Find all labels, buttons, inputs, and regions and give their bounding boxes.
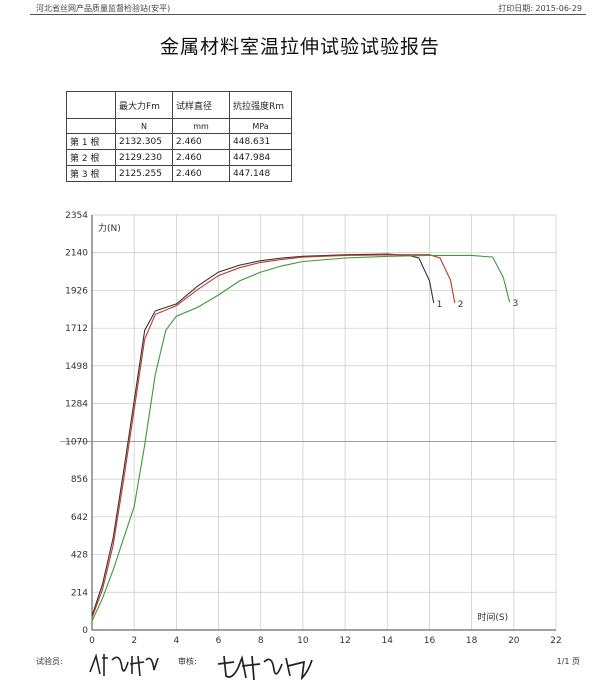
y-tick-label: 1498 — [65, 362, 88, 372]
y-tick-label: 856 — [71, 475, 88, 485]
print-date: 打印日期: 2015-06-29 — [498, 4, 582, 13]
reviewer-label: 审核: — [178, 657, 197, 666]
x-tick-label: 16 — [424, 636, 436, 646]
x-tick-label: 2 — [131, 636, 137, 646]
chart-labels: 0 2 4 6 8 10 12 14 16 18 20 22021442864285610701284… — [65, 211, 562, 646]
x-tick-label: 8 — [258, 636, 264, 646]
series-line — [91, 254, 456, 618]
table-cell: 2.460 — [172, 165, 230, 182]
table-header-cell — [66, 91, 116, 119]
report-title: 金属材料室温拉伸试验试验报告 — [159, 36, 440, 58]
series-end-label: 3 — [513, 299, 519, 309]
y-tick-label: 1284 — [65, 400, 88, 410]
y-tick-label: 0 — [82, 626, 88, 636]
y-tick-label: 1926 — [65, 286, 88, 296]
y-axis-label: 力(N) — [98, 222, 121, 234]
y-tick-label: 2354 — [65, 211, 88, 221]
table-header-cell: 最大力Fm — [115, 91, 173, 119]
y-tick-label: 428 — [71, 551, 88, 561]
x-tick-label: 0 — [89, 636, 95, 646]
table-header-cell: 抗拉强度Rm — [229, 91, 292, 119]
page-number: 1/1 页 — [556, 657, 580, 666]
chart-grid — [60, 214, 557, 631]
results-table: 最大力Fm 试样直径 抗拉强度Rm N mm MPa 第 1 根 2132.30… — [66, 91, 292, 182]
y-tick-label: 2140 — [65, 249, 88, 259]
table-row: 第 3 根 2125.255 2.460 447.148 — [66, 165, 292, 182]
x-tick-label: 4 — [173, 636, 179, 646]
x-tick-label: 14 — [382, 636, 394, 646]
header-rule — [30, 14, 586, 15]
x-tick-label: 20 — [508, 636, 520, 646]
series-end-label: 2 — [458, 300, 464, 310]
x-tick-label: 10 — [297, 636, 309, 646]
y-tick-label: 642 — [71, 513, 88, 523]
x-tick-label: 6 — [216, 636, 222, 646]
reviewer-signature — [217, 655, 313, 681]
y-tick-label: 214 — [71, 588, 88, 598]
x-tick-label: 22 — [550, 636, 561, 646]
y-tick-label: 1712 — [65, 324, 88, 334]
tester-signature — [89, 653, 159, 677]
series-line — [91, 254, 511, 622]
table-cell: 447.148 — [229, 165, 292, 182]
tester-label: 试验员: — [36, 657, 63, 666]
x-tick-label: 18 — [466, 636, 478, 646]
table-row: 第 2 根 2129.230 2.460 447.984 — [66, 149, 292, 166]
y-tick-label: 1070 — [65, 437, 88, 447]
chart-series — [91, 253, 511, 622]
institution-header: 河北省丝网产品质量监督检验站(安平) — [36, 4, 171, 13]
series-end-label: 1 — [437, 300, 443, 310]
x-tick-label: 12 — [339, 636, 350, 646]
x-axis-label: 时间(S) — [477, 611, 508, 623]
series-line — [91, 253, 435, 617]
